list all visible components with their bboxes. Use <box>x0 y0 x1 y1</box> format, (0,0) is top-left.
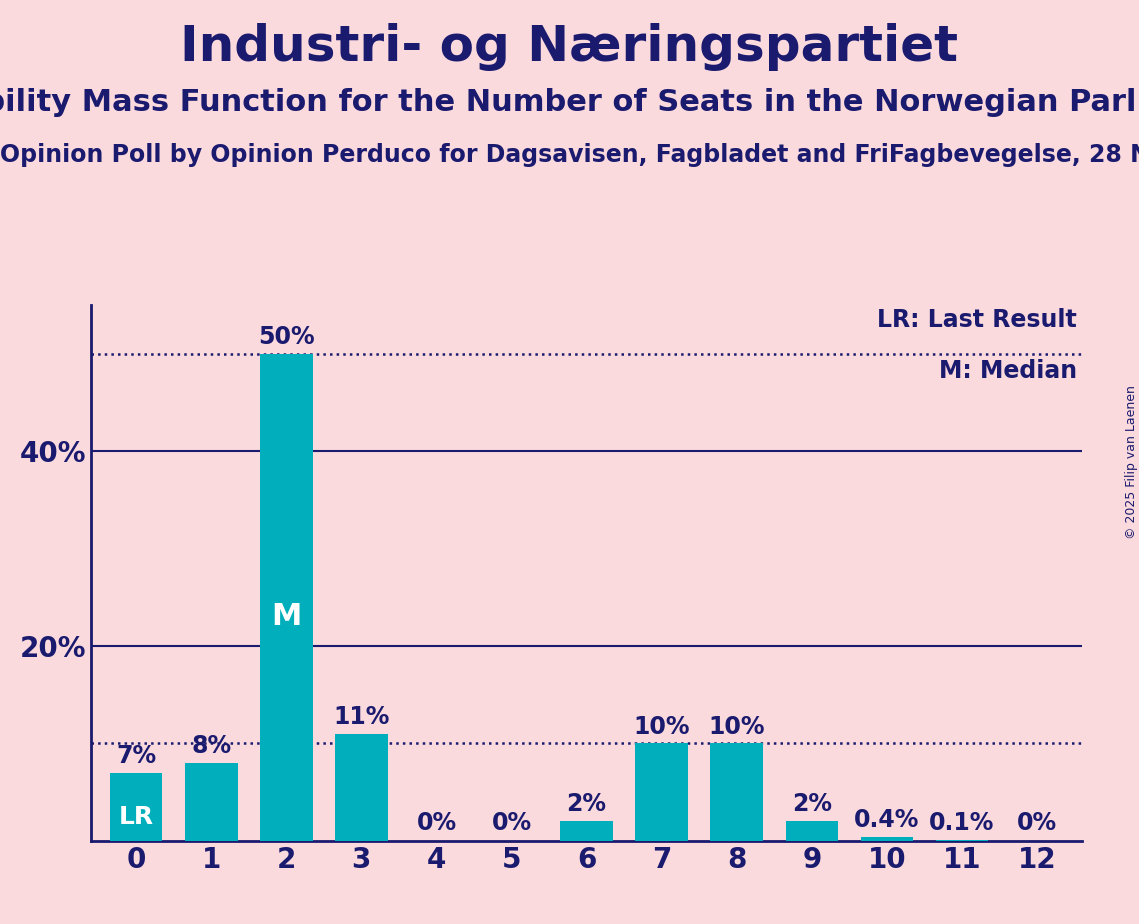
Bar <box>109 772 163 841</box>
Text: 0.1%: 0.1% <box>929 811 994 835</box>
Bar <box>335 734 387 841</box>
Text: 0%: 0% <box>1017 811 1057 835</box>
Text: 2%: 2% <box>566 793 607 817</box>
Bar <box>636 744 688 841</box>
Bar <box>560 821 613 841</box>
Text: 11%: 11% <box>334 705 390 729</box>
Text: 7%: 7% <box>116 744 156 768</box>
Text: Opinion Poll by Opinion Perduco for Dagsavisen, Fagbladet and FriFagbevegelse, 2: Opinion Poll by Opinion Perduco for Dags… <box>0 143 1139 167</box>
Text: 50%: 50% <box>259 324 314 348</box>
Text: M: M <box>271 602 302 631</box>
Text: Industri- og Næringspartiet: Industri- og Næringspartiet <box>180 23 959 71</box>
Bar <box>861 837 913 841</box>
Bar <box>260 354 312 841</box>
Text: 0%: 0% <box>417 811 457 835</box>
Text: 10%: 10% <box>708 714 765 738</box>
Text: © 2025 Filip van Laenen: © 2025 Filip van Laenen <box>1124 385 1138 539</box>
Text: M: Median: M: Median <box>939 359 1077 383</box>
Bar <box>935 840 989 841</box>
Bar <box>185 763 238 841</box>
Bar <box>711 744 763 841</box>
Text: Probability Mass Function for the Number of Seats in the Norwegian Parliament: Probability Mass Function for the Number… <box>0 88 1139 116</box>
Text: 0%: 0% <box>491 811 532 835</box>
Text: 2%: 2% <box>792 793 831 817</box>
Text: 10%: 10% <box>633 714 690 738</box>
Text: LR: LR <box>118 805 154 829</box>
Text: LR: Last Result: LR: Last Result <box>877 309 1077 333</box>
Bar <box>786 821 838 841</box>
Text: 8%: 8% <box>191 734 231 758</box>
Text: 0.4%: 0.4% <box>854 808 919 833</box>
